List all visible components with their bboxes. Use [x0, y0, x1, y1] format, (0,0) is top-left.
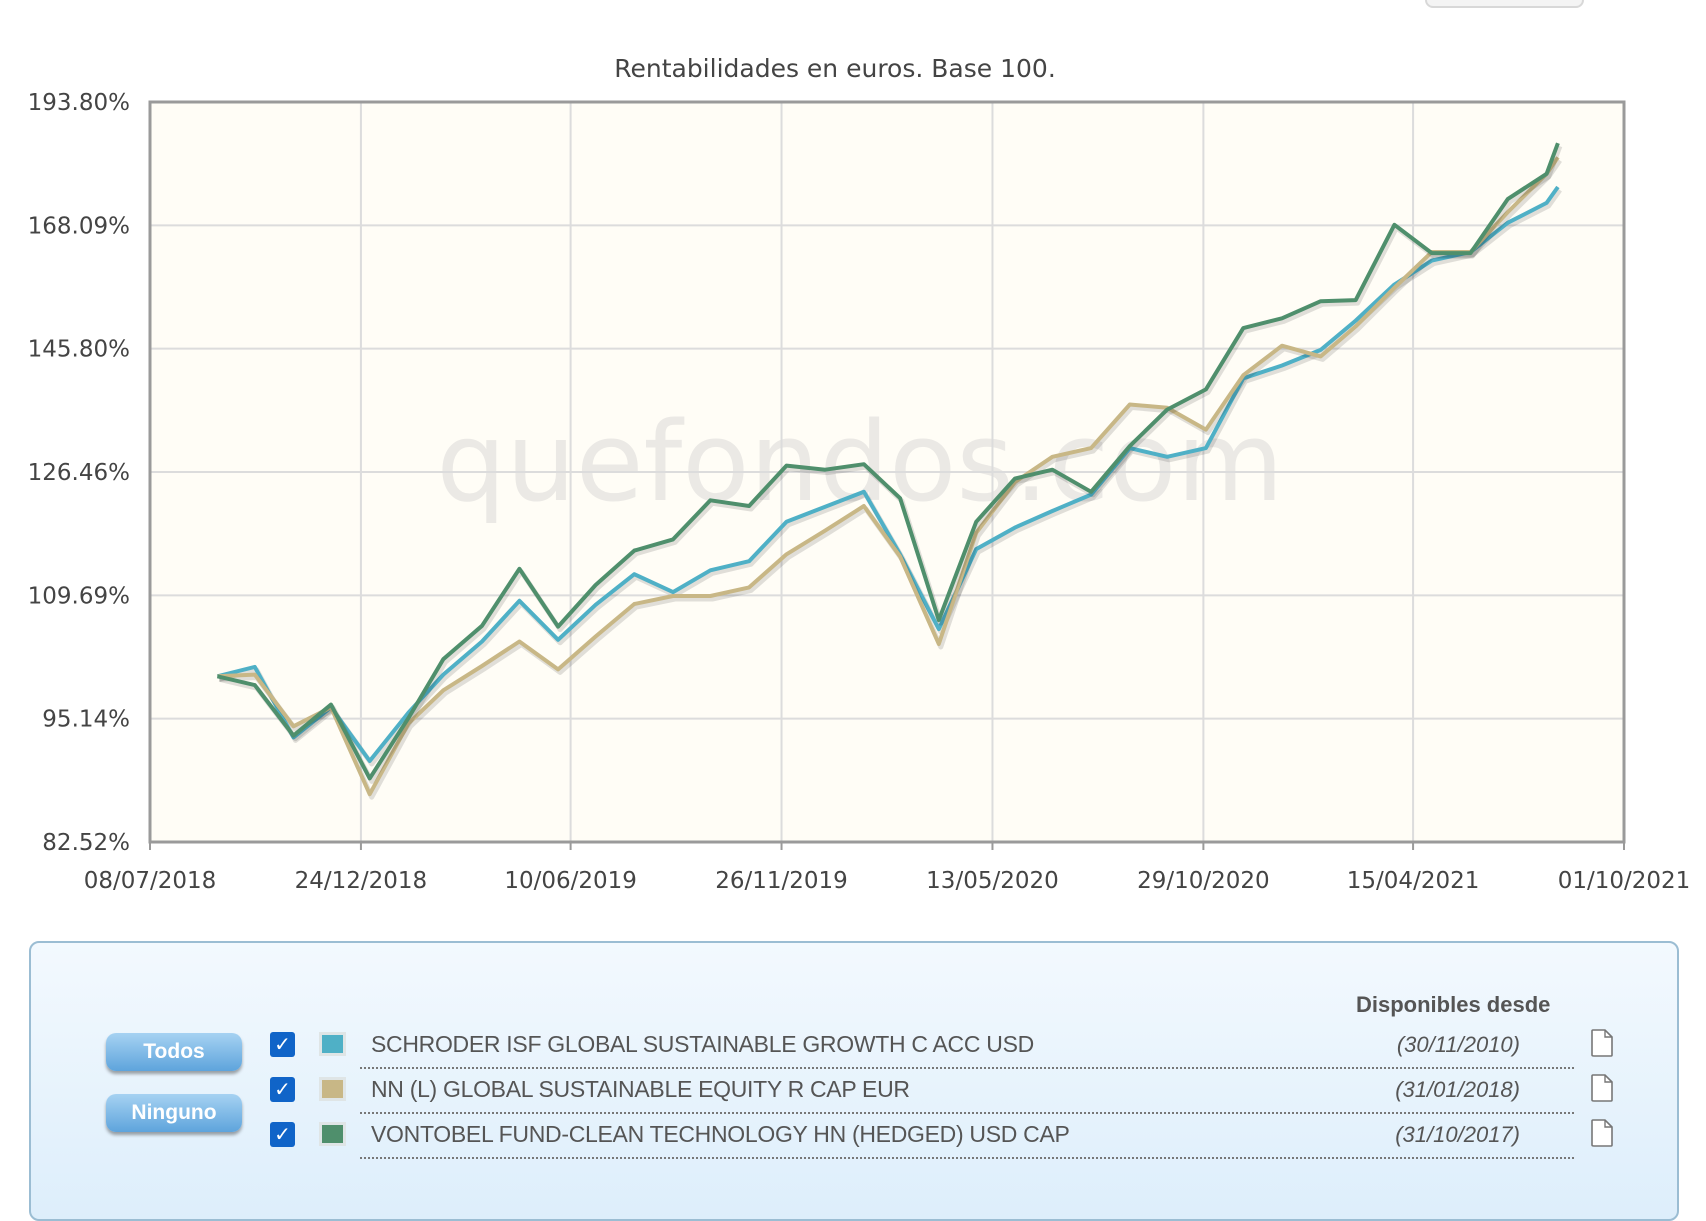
- document-icon[interactable]: [1591, 1074, 1613, 1102]
- y-tick-label: 82.52%: [42, 830, 130, 856]
- x-tick-label: 15/04/2021: [1347, 868, 1480, 894]
- y-axis: 193.80% 168.09% 145.80% 126.46% 109.69% 95.14…: [28, 90, 130, 856]
- performance-chart: Rentabilidades en euros. Base 100. quefo…: [0, 0, 1706, 940]
- y-tick-label: 145.80%: [28, 337, 130, 363]
- fund-available-since: (31/10/2017): [1395, 1122, 1520, 1148]
- x-tick-label: 08/07/2018: [84, 868, 217, 894]
- fund-available-since: (31/01/2018): [1395, 1077, 1520, 1103]
- y-tick-label: 193.80%: [28, 90, 130, 116]
- fund-color-swatch: [319, 1032, 346, 1056]
- row-divider: [360, 1157, 1574, 1159]
- fund-name: SCHRODER ISF GLOBAL SUSTAINABLE GROWTH C…: [371, 1031, 1034, 1058]
- row-divider: [360, 1112, 1574, 1114]
- row-divider: [360, 1067, 1574, 1069]
- select-all-button[interactable]: Todos: [106, 1033, 242, 1071]
- fund-color-swatch: [319, 1077, 346, 1101]
- x-axis: 08/07/2018 24/12/2018 10/06/2019 26/11/2019…: [84, 842, 1691, 894]
- y-tick-label: 109.69%: [28, 583, 130, 609]
- x-tick-label: 10/06/2019: [504, 868, 637, 894]
- x-tick-label: 26/11/2019: [715, 868, 848, 894]
- fund-checkbox[interactable]: ✓: [270, 1032, 295, 1057]
- y-tick-label: 168.09%: [28, 213, 130, 239]
- fund-available-since: (30/11/2010): [1397, 1032, 1520, 1058]
- fund-name: NN (L) GLOBAL SUSTAINABLE EQUITY R CAP E…: [371, 1076, 910, 1103]
- fund-name: VONTOBEL FUND-CLEAN TECHNOLOGY HN (HEDGE…: [371, 1121, 1070, 1148]
- fund-checkbox[interactable]: ✓: [270, 1122, 295, 1147]
- document-icon[interactable]: [1591, 1029, 1613, 1057]
- fund-color-swatch: [319, 1122, 346, 1146]
- available-since-header: Disponibles desde: [1356, 992, 1550, 1018]
- chart-title: Rentabilidades en euros. Base 100.: [614, 54, 1056, 83]
- x-tick-label: 01/10/2021: [1558, 868, 1691, 894]
- x-tick-label: 29/10/2020: [1137, 868, 1270, 894]
- y-tick-label: 95.14%: [42, 707, 130, 733]
- y-tick-label: 126.46%: [28, 460, 130, 486]
- fund-checkbox[interactable]: ✓: [270, 1077, 295, 1102]
- select-none-button[interactable]: Ninguno: [106, 1094, 242, 1132]
- x-tick-label: 13/05/2020: [926, 868, 1059, 894]
- document-icon[interactable]: [1591, 1119, 1613, 1147]
- x-tick-label: 24/12/2018: [295, 868, 428, 894]
